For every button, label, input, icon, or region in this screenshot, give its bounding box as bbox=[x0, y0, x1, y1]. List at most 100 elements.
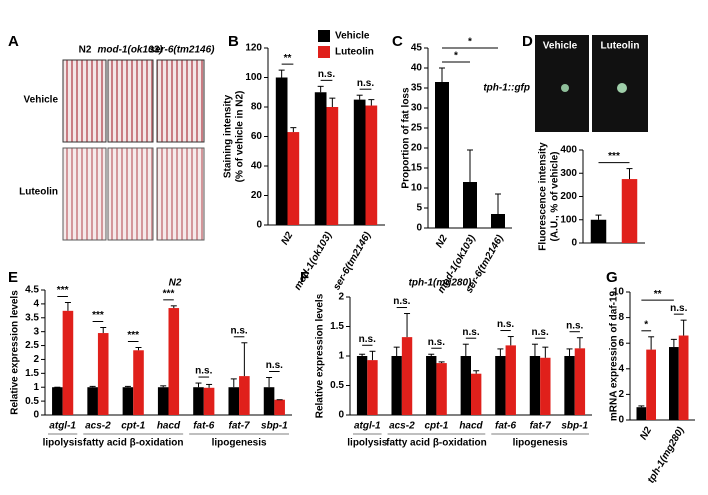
y-tick-label: 100 bbox=[245, 72, 262, 83]
annotation: n.s. bbox=[670, 303, 687, 314]
panel-letter: F bbox=[300, 269, 309, 286]
annotation: n.s. bbox=[428, 337, 445, 348]
annotation: n.s. bbox=[359, 334, 376, 345]
bar bbox=[263, 387, 275, 415]
x-tick-label: fat-7 bbox=[229, 421, 251, 432]
annotation: n.s. bbox=[532, 327, 549, 338]
panel-letter: A bbox=[8, 33, 19, 50]
bar bbox=[590, 219, 607, 243]
chart: C 0 5 10 15 20 25 30 35 40 45 Proportion of fat los… bbox=[392, 33, 512, 295]
y-tick-label: 60 bbox=[251, 131, 263, 142]
annotation: *** bbox=[608, 151, 620, 162]
y-tick-label: 1.5 bbox=[330, 321, 344, 332]
annotation: *** bbox=[92, 310, 104, 321]
y-tick-label: 100 bbox=[560, 214, 577, 225]
bar bbox=[274, 399, 285, 415]
x-tick-label: N2 bbox=[279, 230, 295, 247]
bar bbox=[239, 376, 250, 415]
y-tick-label: 0 bbox=[256, 220, 262, 231]
annotation: ** bbox=[284, 53, 292, 64]
y-tick-label: 0.5 bbox=[330, 380, 344, 391]
bar bbox=[365, 105, 378, 225]
y-axis-label: Proportion of fat loss bbox=[401, 87, 412, 189]
chart-title: N2 bbox=[169, 278, 182, 289]
group-label: lipolysis bbox=[43, 438, 83, 449]
annotation: * bbox=[468, 37, 472, 48]
bar bbox=[391, 356, 402, 415]
y-tick-label: 1.5 bbox=[25, 368, 39, 379]
image bbox=[156, 59, 205, 143]
y-tick-label: 200 bbox=[560, 191, 577, 202]
y-tick-label: 0 bbox=[571, 238, 577, 249]
annotation: *** bbox=[57, 285, 69, 296]
y-tick-label: 40 bbox=[411, 63, 423, 74]
x-tick-label: cpt-1 bbox=[424, 421, 448, 432]
y-tick-label: 10 bbox=[613, 287, 625, 298]
panel-letter: E bbox=[8, 269, 18, 286]
legend-label: Vehicle bbox=[335, 31, 370, 42]
bar bbox=[133, 350, 144, 415]
y-tick-label: 400 bbox=[560, 145, 577, 156]
x-tick-label: sbp-1 bbox=[261, 421, 288, 432]
bar bbox=[574, 348, 586, 415]
bar bbox=[426, 356, 437, 415]
y-tick-label: 20 bbox=[251, 190, 263, 201]
bar bbox=[471, 373, 482, 415]
annotation: * bbox=[644, 319, 648, 330]
bar bbox=[491, 214, 505, 228]
bar bbox=[193, 387, 204, 415]
y-tick-label: 15 bbox=[411, 163, 423, 174]
x-tick-label: acs-2 bbox=[389, 421, 415, 432]
group-label: fatty acid β-oxidation bbox=[83, 438, 184, 449]
annotation: n.s. bbox=[393, 296, 410, 307]
bar bbox=[52, 387, 63, 415]
image bbox=[156, 147, 205, 241]
x-tick-label: sbp-1 bbox=[561, 421, 588, 432]
y-tick-label: 4.5 bbox=[25, 285, 39, 296]
legend-swatch bbox=[318, 30, 330, 42]
bar bbox=[326, 107, 339, 225]
bar bbox=[505, 345, 516, 415]
bar bbox=[678, 335, 689, 420]
bar bbox=[356, 356, 368, 415]
y-tick-label: 0 bbox=[33, 410, 39, 421]
x-tick-label: hacd bbox=[459, 421, 483, 432]
bar bbox=[460, 356, 471, 415]
y-tick-label: 0 bbox=[618, 415, 624, 426]
chart: 0 100 200 300 400 Fluorescence intensity (A.U.… bbox=[538, 142, 645, 251]
annotation: * bbox=[454, 51, 458, 62]
y-axis-label: mRNA expression of daf-19 bbox=[609, 290, 620, 421]
annotation: n.s. bbox=[462, 327, 479, 338]
image bbox=[62, 147, 107, 241]
y-tick-label: 10 bbox=[411, 183, 423, 194]
y-axis-label: Fluorescence intensity bbox=[538, 142, 549, 251]
y-tick-label: 5 bbox=[416, 203, 422, 214]
bar bbox=[157, 387, 169, 415]
annotation: n.s. bbox=[318, 69, 335, 80]
column-label: mod-1(ok103) bbox=[97, 45, 163, 56]
row-label: Vehicle bbox=[24, 95, 59, 106]
bar bbox=[646, 349, 656, 420]
x-tick-label: fat-6 bbox=[495, 421, 517, 432]
column-label: N2 bbox=[79, 45, 92, 56]
bar bbox=[540, 357, 551, 415]
bar bbox=[287, 132, 300, 225]
y-axis-label: Relative expression levels bbox=[315, 293, 326, 418]
image bbox=[107, 59, 154, 143]
y-tick-label: 1 bbox=[33, 382, 39, 393]
bar bbox=[228, 387, 240, 415]
legend-label: Luteolin bbox=[335, 47, 374, 58]
y-tick-label: 3 bbox=[33, 326, 39, 337]
image-detail bbox=[617, 83, 627, 93]
y-tick-label: 20 bbox=[411, 143, 423, 154]
annotation: n.s. bbox=[357, 78, 374, 89]
y-tick-label: 25 bbox=[411, 123, 423, 134]
panel-letter: G bbox=[606, 269, 618, 286]
chart: E N2 0 0.5 1 1.5 2 2.5 3 3.5 4 4.5 Relative expressi… bbox=[8, 269, 292, 449]
y-tick-label: 80 bbox=[251, 102, 263, 113]
y-tick-label: 300 bbox=[560, 168, 577, 179]
column-label: ser-6(tm2146) bbox=[149, 45, 215, 56]
panel-letter: C bbox=[392, 33, 403, 50]
